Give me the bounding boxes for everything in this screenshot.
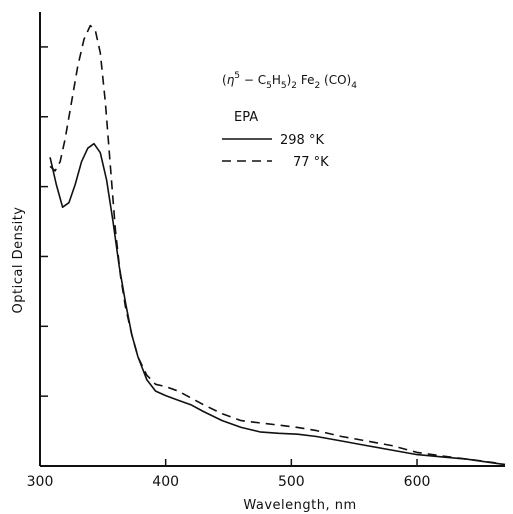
legend-subtitle: EPA xyxy=(234,110,258,125)
x-tick-label: 300 xyxy=(27,474,54,490)
axes xyxy=(39,12,505,467)
x-axis-label: Wavelength, nm xyxy=(243,498,356,513)
legend-label-298k: 298 °K xyxy=(280,133,324,148)
legend-title: (η5 − C5H5)2 Fe2 (CO)4 xyxy=(222,71,357,91)
x-tick-label: 500 xyxy=(278,474,305,490)
x-tick-label: 600 xyxy=(404,474,431,490)
series-lines xyxy=(49,24,506,466)
legend-label-77k: 77 °K xyxy=(293,155,329,170)
y-axis-label: Optical Density xyxy=(11,207,26,314)
legend: (η5 − C5H5)2 Fe2 (CO)4 EPA 298 °K 77 °K xyxy=(222,71,357,170)
x-ticks: 300 400 500 600 xyxy=(27,459,431,490)
x-tick-label: 400 xyxy=(152,474,179,490)
series-line-298k xyxy=(49,142,506,466)
series-line-77k xyxy=(49,24,506,466)
